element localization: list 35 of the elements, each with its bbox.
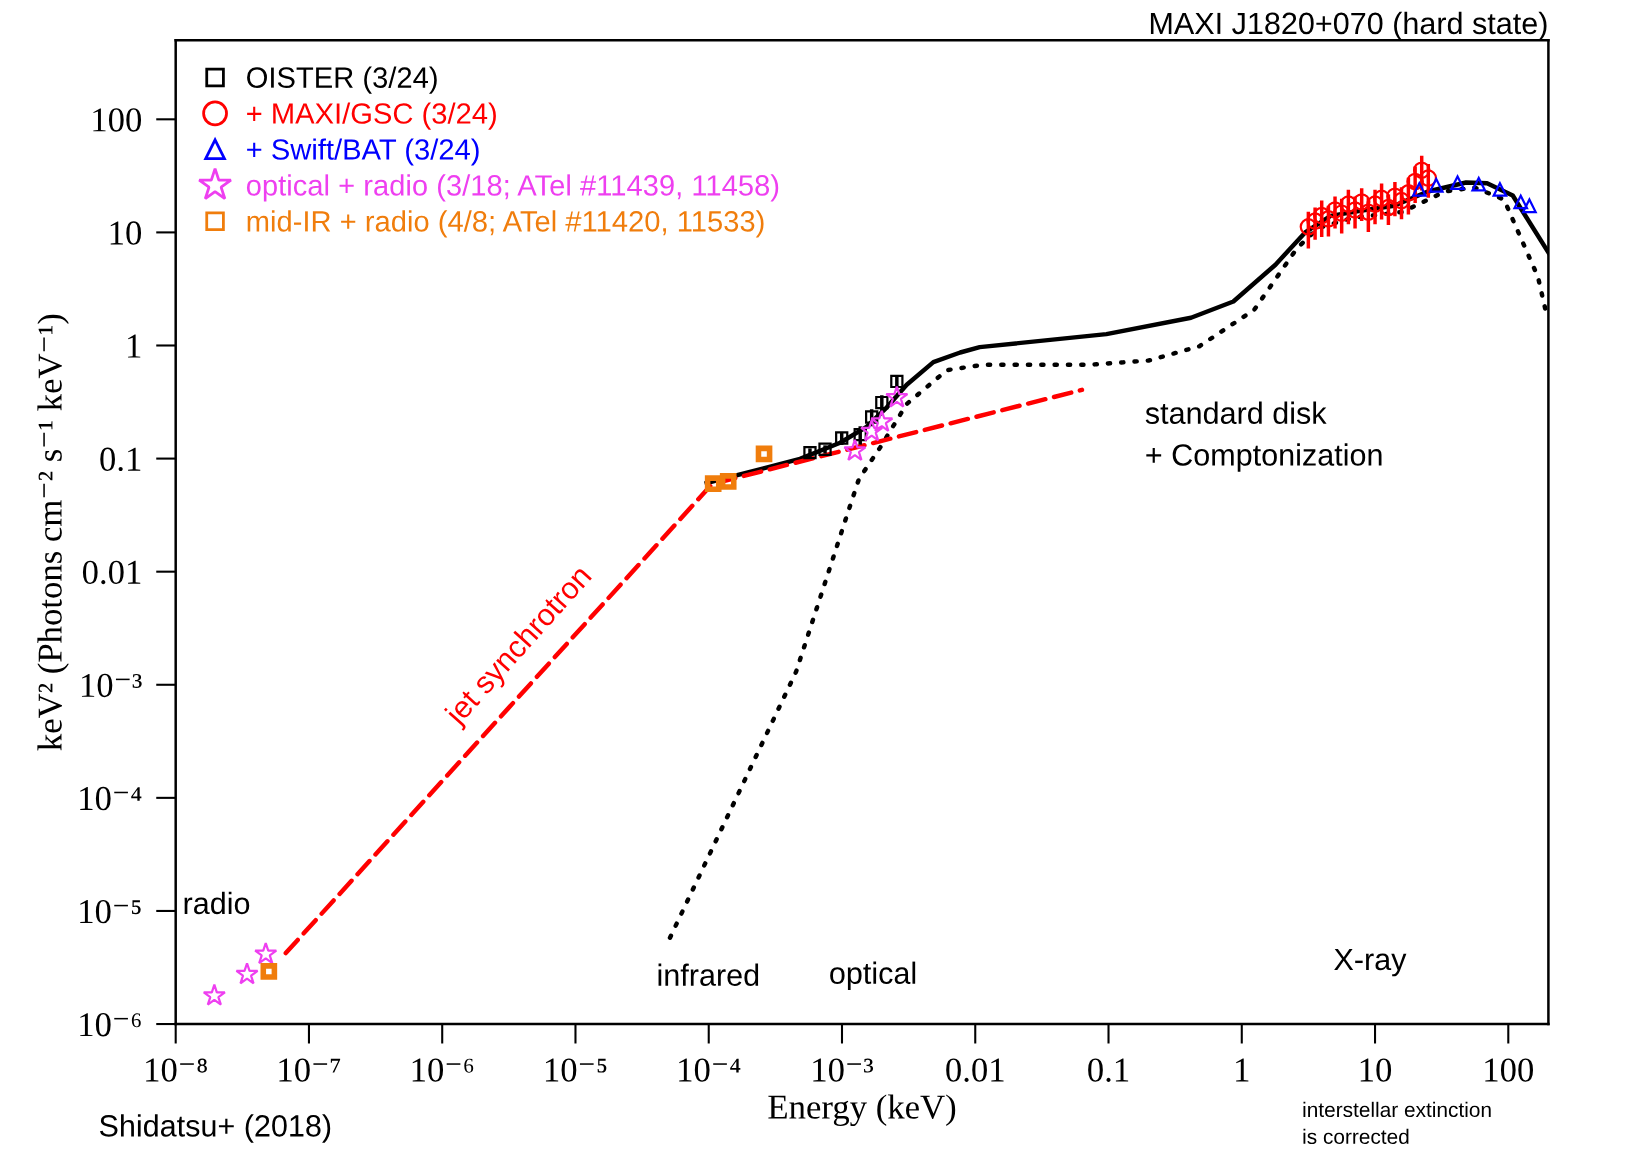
legend-label: + MAXI/GSC (3/24) [247, 102, 496, 130]
x-tick-label: 0.1 [1088, 1058, 1129, 1082]
annotation: radio [184, 891, 250, 915]
x-tick-label: 10 [1360, 1058, 1392, 1082]
y-tick-label: 100 [93, 108, 142, 132]
y-tick-label: 10⁻³ [81, 673, 142, 698]
annotation: standard disk + Comptonization [1145, 401, 1382, 472]
x-tick-label: 100 [1485, 1058, 1534, 1082]
y-tick-label: 0.01 [82, 560, 141, 585]
x-tick-label: 10⁻⁴ [679, 1058, 741, 1082]
x-tick-label: 10⁻⁵ [545, 1058, 607, 1082]
x-tick-label: 10⁻³ [813, 1058, 874, 1082]
text: interstellar extinction is corrected [1303, 1101, 1491, 1145]
x-tick-label: 10⁻⁶ [412, 1058, 474, 1082]
x-tick-label: 0.01 [946, 1058, 1004, 1082]
legend-label: optical + radio (3/18; ATel #11439, 11458) [246, 174, 779, 202]
x-axis-title: Energy (keV) [768, 1094, 956, 1127]
y-tick-label: 1 [128, 334, 141, 358]
text: Shidatsu+ (2018) [99, 1114, 331, 1143]
x-tick-label: 10⁻⁸ [146, 1058, 207, 1082]
legend-label: OISTER (3/24) [247, 66, 437, 94]
legend-label: mid-IR + radio (4/8; ATel #11420, 11533) [247, 210, 764, 238]
annotation: X-ray [1334, 948, 1407, 977]
x-tick-label: 1 [1236, 1058, 1249, 1082]
legend-label: + Swift/BAT (3/24) [247, 138, 479, 166]
chart-title: MAXI J1820+070 (hard state) [1150, 11, 1547, 41]
y-tick-label: 10 [110, 221, 142, 245]
y-tick-label: 10⁻⁵ [80, 899, 141, 924]
annotation: optical [830, 961, 916, 991]
y-tick-label: 0.1 [100, 447, 141, 472]
y-axis-title: keV² (Photons cm⁻² s⁻¹ keV⁻¹) [37, 314, 69, 751]
y-tick-label: 10⁻⁶ [80, 1013, 141, 1037]
y-tick-label: 10⁻⁴ [80, 786, 142, 811]
x-tick-label: 10⁻⁷ [279, 1058, 341, 1082]
annotation: infrared [658, 963, 759, 987]
